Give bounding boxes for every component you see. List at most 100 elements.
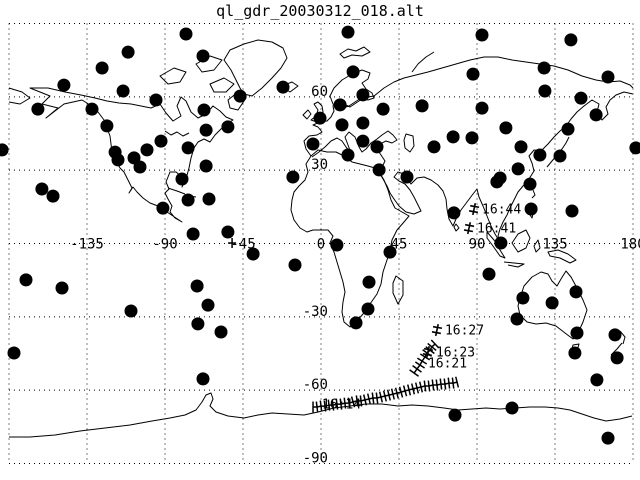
pass-south-tick [335, 398, 339, 410]
pass-south-tick [435, 379, 439, 391]
data-dot [286, 170, 300, 184]
pass-south-tick [375, 392, 379, 404]
data-dot [499, 121, 513, 135]
data-dot [330, 238, 344, 252]
data-dot [538, 84, 552, 98]
lon-tick-label: -90 [152, 237, 177, 253]
lat-tick-label: 60 [311, 84, 328, 100]
data-dot [57, 78, 71, 92]
pass-south-tick [455, 376, 460, 388]
data-dot [510, 312, 524, 326]
data-dot [19, 273, 33, 287]
coastline-nz-north [619, 330, 626, 345]
pass-south-tick [451, 377, 455, 389]
data-dot [333, 98, 347, 112]
lon-tick-label: -45 [230, 237, 255, 253]
coastline-novaya-zemlya [411, 51, 435, 73]
data-dot [121, 45, 135, 59]
lat-tick-label: -90 [303, 450, 328, 466]
lon-tick-label: 90 [469, 237, 486, 253]
coastline-greenland [223, 39, 288, 97]
data-dot [533, 148, 547, 162]
pass-south-tick [423, 380, 427, 392]
time-marker [422, 345, 434, 359]
data-dot [55, 281, 69, 295]
coastline-madagascar [392, 275, 404, 305]
coastline-java [503, 261, 525, 268]
data-dot [446, 130, 460, 144]
time-label: 16:41 [477, 222, 516, 237]
data-dot [565, 204, 579, 218]
time-label: 16:14 [322, 398, 361, 413]
coastline-australia [517, 270, 588, 340]
data-dot [179, 27, 193, 41]
pass-ascending-tick [409, 369, 420, 377]
data-dot [629, 141, 640, 155]
data-dot [221, 120, 235, 134]
pass-south-tick [331, 399, 335, 411]
data-dot [482, 267, 496, 281]
time-marker [431, 323, 443, 337]
coastline-great-lakes [164, 130, 190, 137]
coastline-sri-lanka [453, 223, 460, 232]
data-dot [111, 153, 125, 167]
data-dot [149, 93, 163, 107]
time-marker [463, 222, 475, 235]
data-dot [574, 91, 588, 105]
pass-south-tick [315, 401, 319, 413]
data-dot [199, 123, 213, 137]
data-dot [221, 225, 235, 239]
data-dot [608, 328, 622, 342]
coastline-taiwan [531, 189, 536, 199]
data-dot [246, 247, 260, 261]
pass-south-tick [378, 391, 384, 403]
pass-south-tick [394, 387, 399, 399]
data-dot [494, 236, 508, 250]
pass-south-tick [447, 377, 451, 389]
lon-tick-label: 135 [542, 237, 567, 253]
data-dot [448, 408, 462, 422]
pass-ascending-tick [414, 361, 426, 369]
time-marker [468, 202, 480, 216]
data-dot [376, 102, 390, 116]
data-dot [288, 258, 302, 272]
data-dot [181, 193, 195, 207]
data-dot [276, 80, 290, 94]
coastline-caspian [403, 133, 415, 153]
data-dot [346, 65, 360, 79]
coastline-cuba [167, 187, 186, 195]
lat-tick-label: 30 [311, 157, 328, 173]
data-dot [35, 182, 49, 196]
pass-ascending-tick [416, 357, 428, 365]
coastline-borneo [511, 229, 531, 253]
data-dot [46, 189, 60, 203]
pass-south-tick [359, 395, 363, 407]
data-dot [349, 316, 363, 330]
data-dot [190, 279, 204, 293]
pass-south-tick [402, 385, 408, 397]
pass-south-tick [418, 381, 424, 393]
data-dot [370, 140, 384, 154]
data-dot [85, 102, 99, 116]
data-dot [524, 202, 538, 216]
data-dot [569, 285, 583, 299]
pass-south-tick [350, 396, 356, 408]
pass-south-tick [355, 395, 359, 407]
data-dot [537, 61, 551, 75]
data-dot [447, 206, 461, 220]
data-dot [95, 61, 109, 75]
coastline-europe-west [303, 95, 375, 157]
pass-south-tick [427, 380, 431, 392]
data-dot [140, 143, 154, 157]
data-dot [186, 227, 200, 241]
pass-south-tick [347, 397, 351, 409]
data-dot [181, 141, 195, 155]
pass-south-tick [386, 389, 391, 401]
time-label: 16:27 [445, 324, 484, 339]
data-dot [191, 317, 205, 331]
data-dot [196, 372, 210, 386]
pass-ascending-tick [427, 342, 437, 351]
data-dot [590, 373, 604, 387]
pass-south-tick [327, 399, 331, 411]
data-dot [202, 192, 216, 206]
